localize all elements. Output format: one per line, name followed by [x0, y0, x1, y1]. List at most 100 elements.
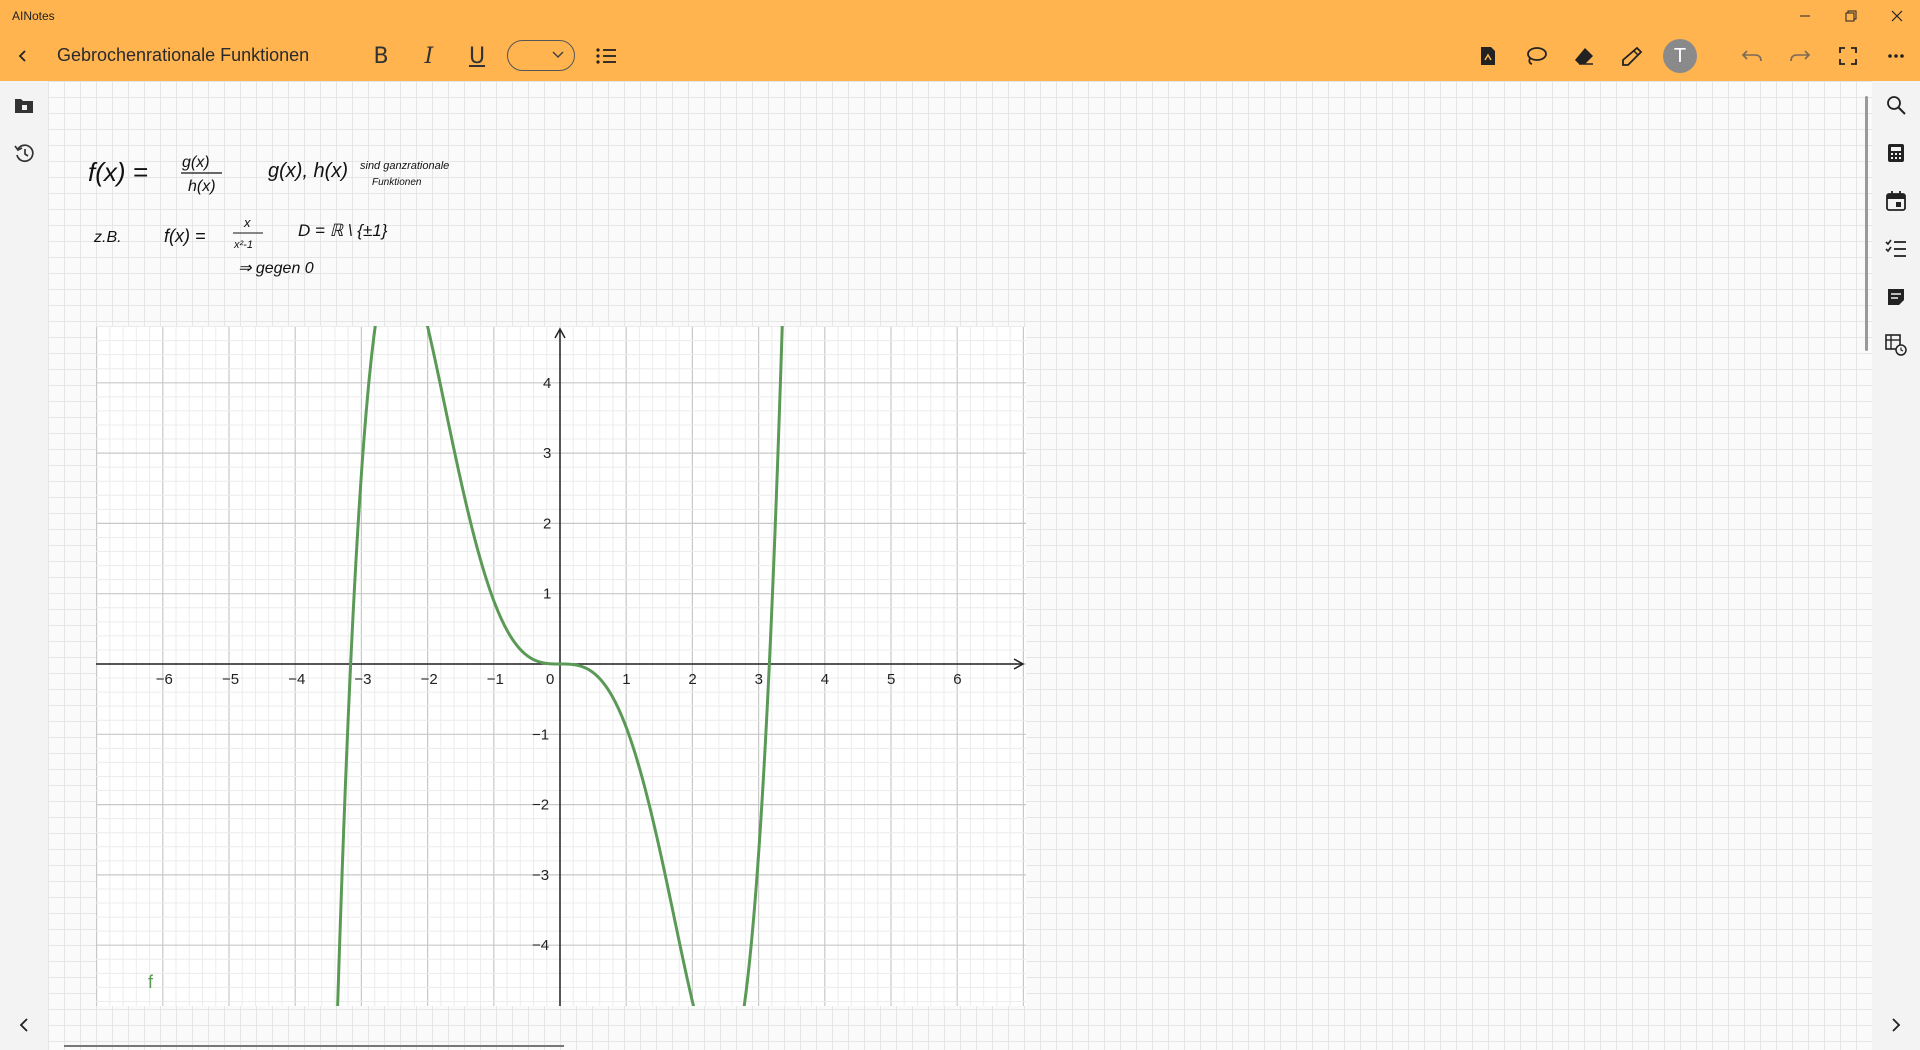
style-dropdown[interactable]: [507, 40, 575, 71]
document-title[interactable]: Gebrochenrationale Funktionen: [57, 45, 310, 65]
calendar-button[interactable]: [1880, 185, 1912, 217]
x-tick-label: 1: [622, 671, 630, 688]
window-titlebar: AINotes: [0, 0, 1920, 31]
bold-label: B: [373, 43, 389, 69]
bold-button[interactable]: B: [365, 40, 397, 72]
back-button[interactable]: [7, 40, 39, 72]
underline-button[interactable]: U: [461, 40, 493, 72]
pdf-icon: [1481, 47, 1495, 65]
sticky-note-button[interactable]: [1880, 281, 1912, 313]
x-tick-label: 4: [821, 671, 829, 688]
eraser-button[interactable]: [1568, 40, 1600, 72]
chevron-down-icon: [552, 51, 564, 59]
redo-button[interactable]: [1784, 40, 1816, 72]
note-x: x: [243, 215, 251, 230]
y-tick-label: −3: [532, 867, 549, 884]
undo-icon: [1741, 50, 1762, 62]
x-tick-label: −4: [288, 671, 305, 688]
note-gh: g(x), h(x): [268, 160, 348, 182]
collapse-left-button[interactable]: [8, 1009, 40, 1041]
fullscreen-button[interactable]: [1832, 40, 1864, 72]
collapse-right-icon: [1892, 1018, 1901, 1032]
underline-label: U: [468, 43, 486, 69]
restore-icon: [1845, 10, 1857, 21]
table-clock-button[interactable]: [1880, 329, 1912, 361]
italic-button[interactable]: I: [413, 40, 445, 72]
plot-axes: [96, 327, 1025, 1006]
history-icon: [14, 144, 34, 163]
list-button[interactable]: [590, 40, 622, 72]
y-tick-label: 1: [543, 586, 551, 603]
undo-button[interactable]: [1736, 40, 1768, 72]
more-button[interactable]: [1880, 40, 1912, 72]
right-sidebar: [1872, 81, 1920, 1050]
note-domain: D = ℝ \ {±1}: [298, 221, 388, 240]
note-canvas[interactable]: f(x) = g(x) h(x) g(x), h(x) sind ganzrat…: [48, 81, 1872, 1050]
y-tick-label: −1: [532, 726, 549, 743]
minimize-icon: [1800, 15, 1810, 16]
y-tick-label: 4: [543, 375, 551, 392]
collapse-left-icon: [19, 1018, 28, 1032]
calculator-button[interactable]: [1880, 137, 1912, 169]
note-denominator: h(x): [188, 178, 216, 195]
x-tick-label: −1: [487, 671, 504, 688]
horizontal-scrollbar[interactable]: [64, 1045, 564, 1047]
checklist-icon: [1885, 239, 1906, 257]
restore-button[interactable]: [1828, 0, 1874, 31]
handwritten-notes: f(x) = g(x) h(x) g(x), h(x) sind ganzrat…: [88, 154, 449, 277]
series-f-label: f: [148, 972, 154, 992]
insert-pdf-button[interactable]: [1472, 40, 1504, 72]
note-comment-2: Funktionen: [372, 177, 422, 188]
x-axis-arrow: [1013, 658, 1025, 670]
x-tick-label: −5: [222, 671, 239, 688]
y-tick-label: 3: [543, 445, 551, 462]
plot-grid: [96, 326, 1026, 1006]
avatar-letter: T: [1673, 44, 1687, 67]
close-button[interactable]: [1874, 0, 1920, 31]
note-zb: z.B.: [93, 229, 122, 246]
search-button[interactable]: [1880, 89, 1912, 121]
y-axis-arrow: [554, 327, 566, 339]
fullscreen-icon: [1839, 47, 1857, 65]
checklist-button[interactable]: [1880, 233, 1912, 265]
sticky-note-icon: [1888, 289, 1904, 305]
note-comment: sind ganzrationale: [360, 160, 449, 172]
search-icon: [1887, 96, 1906, 115]
more-icon: [1888, 54, 1904, 58]
list-icon: [596, 48, 616, 64]
x-tick-label: 3: [755, 671, 763, 688]
calculator-icon: [1888, 144, 1904, 162]
note-numerator: g(x): [182, 154, 210, 171]
x-tick-label: 6: [953, 671, 961, 688]
x-tick-label: 5: [887, 671, 895, 688]
x-tick-label: −6: [156, 671, 173, 688]
x-tick-label: 0: [546, 671, 554, 688]
eraser-icon: [1575, 48, 1593, 65]
lasso-icon: [1527, 47, 1547, 65]
text-tool-button[interactable]: T: [1663, 39, 1697, 73]
note-x2-1: x²-1: [233, 239, 253, 251]
pen-button[interactable]: [1616, 40, 1648, 72]
collapse-right-button[interactable]: [1880, 1009, 1912, 1041]
y-tick-label: 2: [543, 515, 551, 532]
y-tick-label: −2: [532, 797, 549, 814]
note-gegen: ⇒ gegen 0: [238, 260, 314, 277]
italic-label: I: [424, 43, 434, 69]
vertical-scrollbar[interactable]: [1865, 96, 1868, 351]
lasso-button[interactable]: [1520, 40, 1552, 72]
table-clock-icon: [1885, 334, 1907, 356]
minimize-button[interactable]: [1782, 0, 1828, 31]
notebook-button[interactable]: [8, 89, 40, 121]
redo-icon: [1790, 50, 1811, 62]
note-fx-label: f(x) =: [88, 157, 148, 187]
function-plot[interactable]: −6 −5 −4 −3 −2 −1 0 1 2 3 4 5 6 4 3 2 1 −1 −2 −3 −4 f: [96, 326, 1026, 1006]
series-f-line[interactable]: [336, 326, 784, 1006]
calendar-icon: [1886, 191, 1906, 211]
history-button[interactable]: [8, 137, 40, 169]
x-tick-label: −3: [354, 671, 371, 688]
main-toolbar: Gebrochenrationale Funktionen B I U T: [0, 31, 1920, 81]
y-tick-label: −4: [532, 937, 549, 954]
note-fx2: f(x) =: [164, 226, 206, 246]
back-icon: [18, 50, 26, 62]
app-title: AINotes: [12, 9, 55, 23]
